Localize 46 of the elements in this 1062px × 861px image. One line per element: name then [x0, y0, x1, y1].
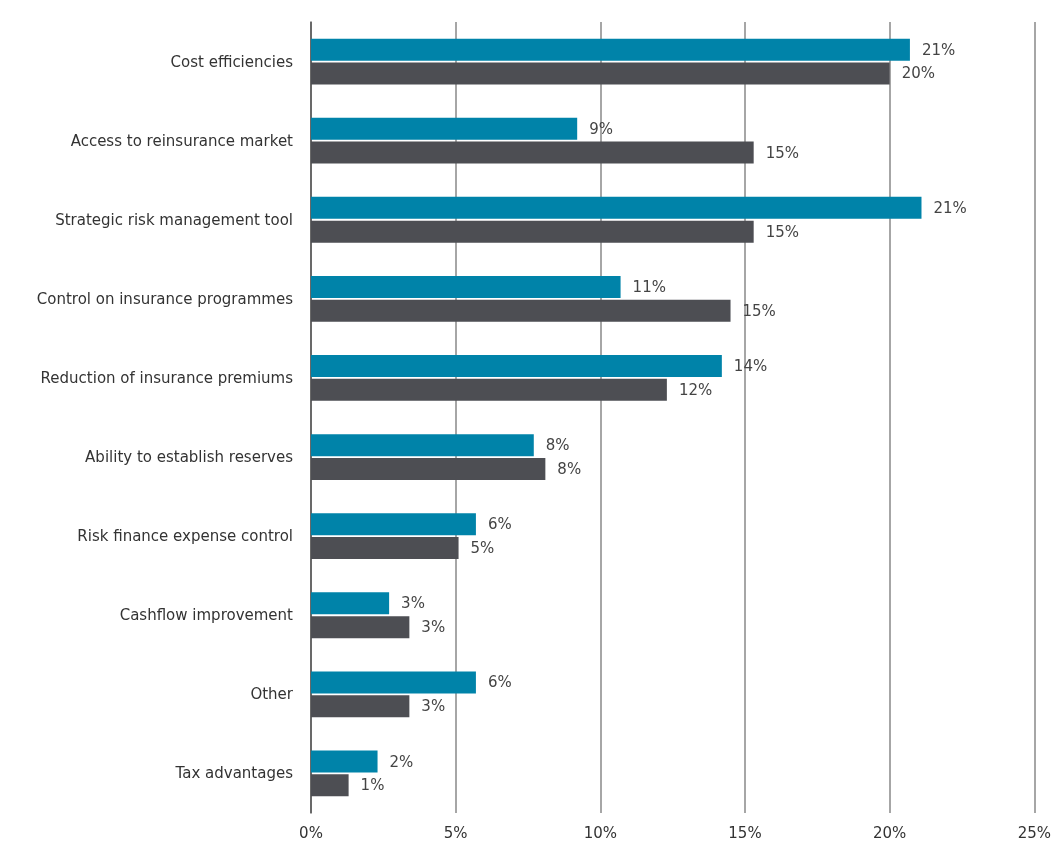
x-tick-label: 20% — [872, 823, 907, 842]
data-label: 3% — [401, 594, 425, 613]
data-label: 2% — [389, 752, 414, 771]
x-tick-label: 0% — [299, 823, 323, 842]
bar — [311, 355, 722, 378]
x-tick-label: 10% — [583, 823, 617, 842]
bar — [311, 434, 534, 457]
data-label: 15% — [765, 222, 800, 241]
y-tick-label: Strategic risk management tool — [55, 210, 293, 229]
data-label: 8% — [557, 459, 582, 478]
data-label: 6% — [487, 673, 512, 692]
y-tick-label: Ability to establish reserves — [85, 448, 294, 467]
y-tick-label: Access to reinsurance market — [70, 131, 294, 150]
x-tick-label: 15% — [728, 823, 762, 842]
bar — [311, 38, 910, 61]
x-tick-label: 5% — [443, 823, 468, 842]
bar — [311, 196, 922, 219]
data-label: 21% — [921, 40, 956, 59]
bar — [311, 671, 476, 694]
data-label: 6% — [487, 515, 512, 534]
y-tick-label: Tax advantages — [174, 764, 294, 783]
data-label: 9% — [589, 119, 613, 138]
data-label: 21% — [933, 198, 967, 217]
data-label: 3% — [421, 697, 446, 716]
data-label: 20% — [901, 64, 936, 83]
y-tick-label: Risk finance expense control — [77, 527, 293, 546]
y-tick-label: Cashflow improvement — [119, 606, 294, 625]
data-label: 3% — [421, 618, 446, 637]
y-tick-label: Reduction of insurance premiums — [40, 368, 294, 387]
y-tick-label: Cost efficiencies — [170, 52, 294, 71]
data-label: 12% — [678, 380, 713, 399]
bar — [311, 117, 578, 140]
data-label: 8% — [545, 436, 570, 455]
x-tick-label: 25% — [1017, 823, 1051, 842]
bar — [311, 513, 476, 536]
bar — [311, 275, 621, 298]
data-label: 14% — [733, 357, 768, 376]
y-tick-label: Control on insurance programmes — [36, 289, 294, 308]
bar — [311, 750, 378, 773]
data-label: 15% — [765, 143, 800, 162]
data-label: 1% — [360, 776, 385, 795]
bar — [311, 592, 390, 615]
data-label: 15% — [742, 301, 776, 320]
y-tick-label: Other — [250, 685, 294, 704]
data-label: 5% — [470, 539, 495, 558]
data-label: 11% — [632, 277, 666, 296]
